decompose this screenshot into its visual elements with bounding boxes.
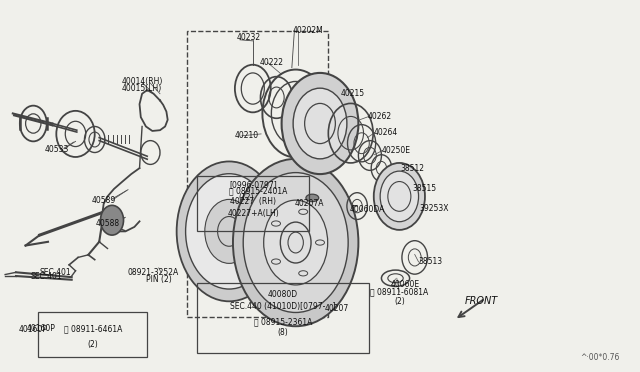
Bar <box>197 283 369 353</box>
Text: SEC.440 (41010D)[0797-   ]: SEC.440 (41010D)[0797- ] <box>230 302 335 311</box>
Text: 40080D: 40080D <box>268 290 298 299</box>
Text: [0996-0797]: [0996-0797] <box>229 180 277 189</box>
Text: 40060E: 40060E <box>390 280 420 289</box>
Ellipse shape <box>100 205 124 235</box>
Text: 40264: 40264 <box>374 128 398 137</box>
Ellipse shape <box>374 163 425 230</box>
Ellipse shape <box>293 88 347 159</box>
Text: 40207: 40207 <box>324 304 349 313</box>
Text: SEC.401: SEC.401 <box>30 272 62 281</box>
Ellipse shape <box>186 174 273 289</box>
Bar <box>38 312 147 357</box>
Bar <box>187 31 328 317</box>
Text: 40250E: 40250E <box>381 146 410 155</box>
Text: SEC.401: SEC.401 <box>40 268 71 277</box>
Text: 40207A: 40207A <box>294 199 324 208</box>
Text: (12): (12) <box>238 193 253 202</box>
Text: 38512: 38512 <box>401 164 425 173</box>
Text: FRONT: FRONT <box>465 296 498 305</box>
Text: (2): (2) <box>88 340 98 349</box>
Text: 40160P: 40160P <box>27 324 56 333</box>
Text: Ⓡ 08915-2361A: Ⓡ 08915-2361A <box>253 318 312 327</box>
Text: (8): (8) <box>278 328 288 337</box>
Text: 40160P: 40160P <box>19 325 48 334</box>
Ellipse shape <box>177 161 282 301</box>
Text: 40533: 40533 <box>44 145 68 154</box>
Circle shape <box>306 194 319 202</box>
Text: 40589: 40589 <box>92 196 116 205</box>
Text: 40232: 40232 <box>237 33 261 42</box>
Text: 40015(LH): 40015(LH) <box>122 84 162 93</box>
Text: 40210: 40210 <box>234 131 259 140</box>
Ellipse shape <box>233 159 358 326</box>
Text: 38513: 38513 <box>419 257 443 266</box>
Bar <box>197 176 309 231</box>
Text: 40227  (RH): 40227 (RH) <box>230 198 276 206</box>
Ellipse shape <box>205 199 253 263</box>
Text: Ⓝ 08911-6081A: Ⓝ 08911-6081A <box>370 288 429 296</box>
Text: 40215: 40215 <box>340 89 365 98</box>
Text: PIN (2): PIN (2) <box>146 275 172 284</box>
Text: ^·00*0.76: ^·00*0.76 <box>580 353 620 362</box>
Text: 40014(RH): 40014(RH) <box>122 77 163 86</box>
Text: 40262: 40262 <box>367 112 392 121</box>
Ellipse shape <box>264 200 328 285</box>
Text: Ⓡ 08915-2401A: Ⓡ 08915-2401A <box>229 186 287 195</box>
Text: 39253X: 39253X <box>420 204 449 213</box>
Ellipse shape <box>243 173 348 312</box>
Text: 40588: 40588 <box>95 219 120 228</box>
Text: 38515: 38515 <box>412 184 436 193</box>
Text: 08921-3252A: 08921-3252A <box>128 268 179 277</box>
Text: 40202M: 40202M <box>293 26 324 35</box>
Ellipse shape <box>380 171 419 222</box>
Text: 40060DA: 40060DA <box>349 205 385 214</box>
Text: (2): (2) <box>394 297 404 306</box>
Text: 40222: 40222 <box>260 58 284 67</box>
Text: 40227+A(LH): 40227+A(LH) <box>227 209 279 218</box>
Ellipse shape <box>282 73 358 174</box>
Text: Ⓝ 08911-6461A: Ⓝ 08911-6461A <box>63 324 122 333</box>
